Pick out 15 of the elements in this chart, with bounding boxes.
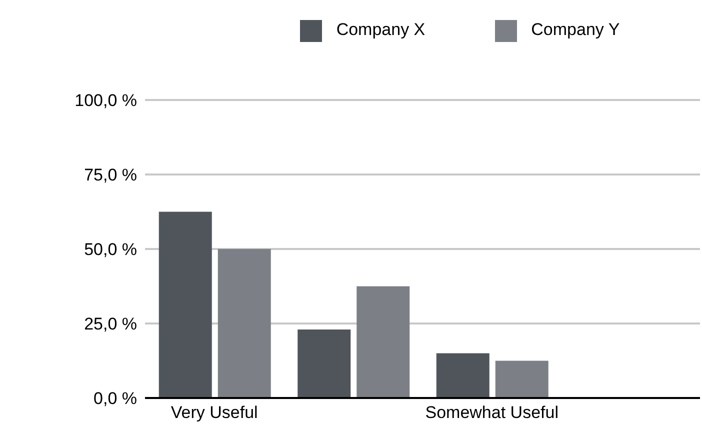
y-tick-label: 25,0 %: [84, 314, 137, 334]
bar: [218, 249, 271, 398]
y-tick-label: 100,0 %: [74, 91, 137, 110]
y-tick-label: 0,0 %: [94, 389, 137, 408]
y-tick-label: 75,0 %: [84, 166, 137, 185]
bar: [356, 286, 410, 398]
x-tick-label: Somewhat Useful: [425, 403, 558, 422]
bar: [436, 353, 490, 398]
x-tick-label: Very Useful: [170, 403, 258, 422]
bar: [495, 360, 548, 398]
legend-label: Company X: [336, 20, 426, 40]
legend-label: Company Y: [531, 20, 620, 40]
y-tick-label: 50,0 %: [84, 240, 137, 260]
bar: [298, 329, 351, 398]
bar: [158, 212, 212, 398]
